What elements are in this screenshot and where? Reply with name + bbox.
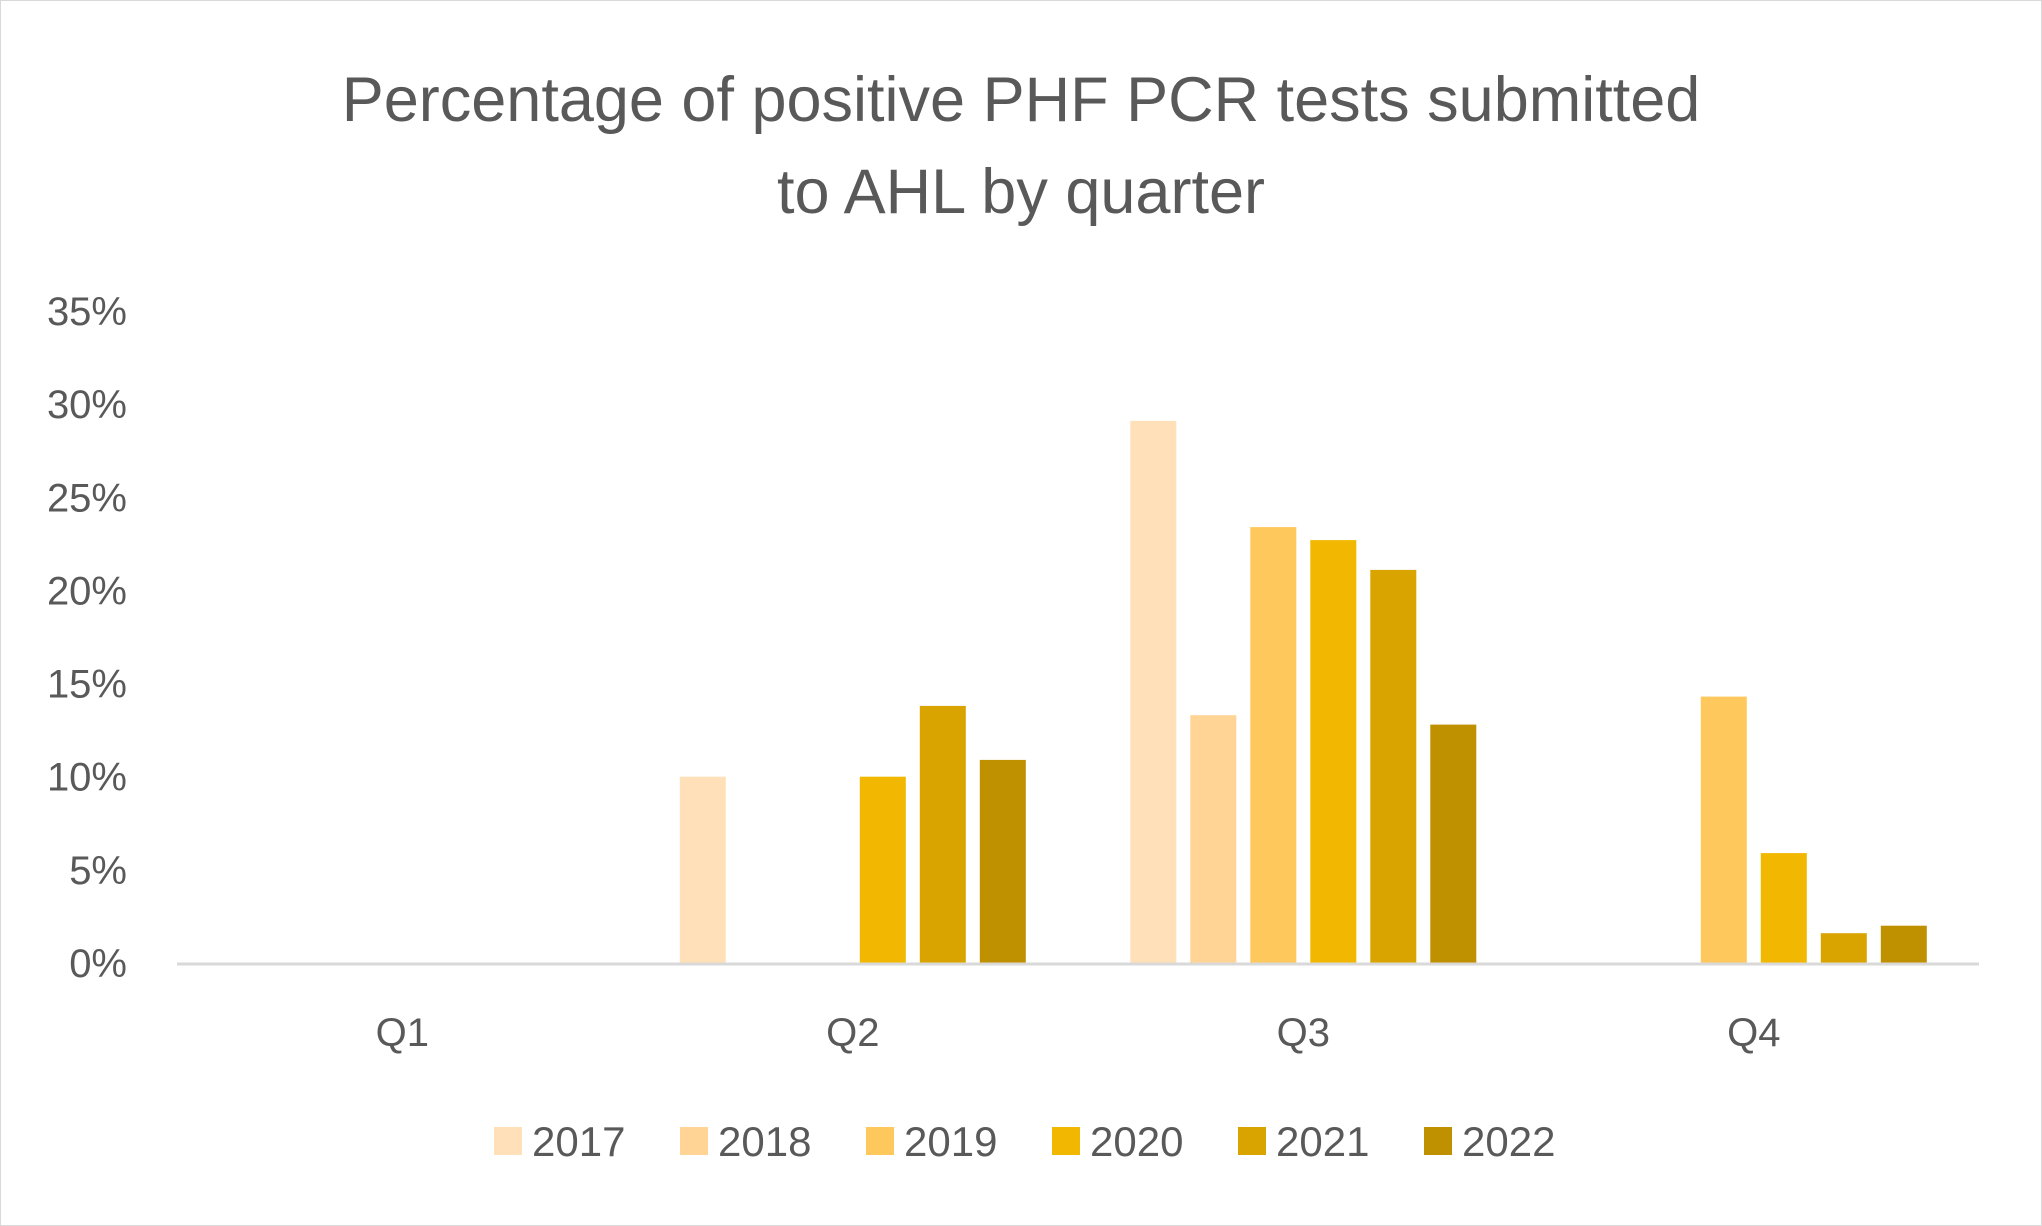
chart-title-line-2: to AHL by quarter	[777, 157, 1265, 227]
legend-swatch-2018	[680, 1127, 708, 1155]
legend-swatch-2020	[1052, 1127, 1080, 1155]
legend-label: 2022	[1462, 1118, 1555, 1165]
bar-2019-Q4	[1700, 696, 1747, 963]
legend-swatch-2017	[494, 1127, 522, 1155]
x-tick-label: Q1	[376, 1011, 429, 1055]
y-tick-label: 0%	[69, 942, 127, 986]
y-tick-label: 20%	[47, 569, 127, 613]
bar-2020-Q2	[859, 776, 906, 963]
legend-label: 2018	[718, 1118, 811, 1165]
legend-label: 2020	[1090, 1118, 1183, 1165]
bar-series-group	[679, 420, 1927, 963]
legend-swatch-2019	[866, 1127, 894, 1155]
bar-2022-Q2	[979, 759, 1026, 963]
bar-2017-Q2	[679, 776, 726, 963]
legend: 2017 2018 2019 2020 2021 2022	[494, 1118, 1555, 1165]
bar-2021-Q3	[1370, 569, 1417, 963]
bar-2022-Q4	[1880, 925, 1927, 963]
y-tick-label: 30%	[47, 383, 127, 427]
y-tick-label: 5%	[69, 849, 127, 893]
bar-2018-Q3	[1190, 715, 1237, 963]
legend-label: 2021	[1276, 1118, 1369, 1165]
y-tick-label: 25%	[47, 476, 127, 520]
x-tick-label: Q2	[826, 1011, 879, 1055]
y-axis-tick-labels: 0% 5% 10% 15% 20% 25% 30% 35%	[47, 290, 127, 986]
bar-2022-Q3	[1430, 724, 1477, 963]
legend-label: 2019	[904, 1118, 997, 1165]
y-tick-label: 15%	[47, 663, 127, 707]
y-tick-label: 10%	[47, 756, 127, 800]
chart-title-line-1: Percentage of positive PHF PCR tests sub…	[342, 65, 1701, 135]
x-axis-tick-labels: Q1 Q2 Q3 Q4	[376, 1011, 1781, 1055]
bar-2019-Q3	[1250, 527, 1297, 963]
x-tick-label: Q4	[1727, 1011, 1780, 1055]
chart-title: Percentage of positive PHF PCR tests sub…	[342, 65, 1701, 227]
legend-swatch-2022	[1424, 1127, 1452, 1155]
bar-2021-Q2	[919, 705, 966, 963]
bar-2020-Q3	[1310, 540, 1357, 963]
bar-2020-Q4	[1760, 853, 1807, 963]
bar-2021-Q4	[1820, 933, 1867, 963]
legend-swatch-2021	[1238, 1127, 1266, 1155]
legend-label: 2017	[532, 1118, 625, 1165]
bar-2017-Q3	[1130, 420, 1177, 963]
x-tick-label: Q3	[1277, 1011, 1330, 1055]
y-tick-label: 35%	[47, 290, 127, 334]
